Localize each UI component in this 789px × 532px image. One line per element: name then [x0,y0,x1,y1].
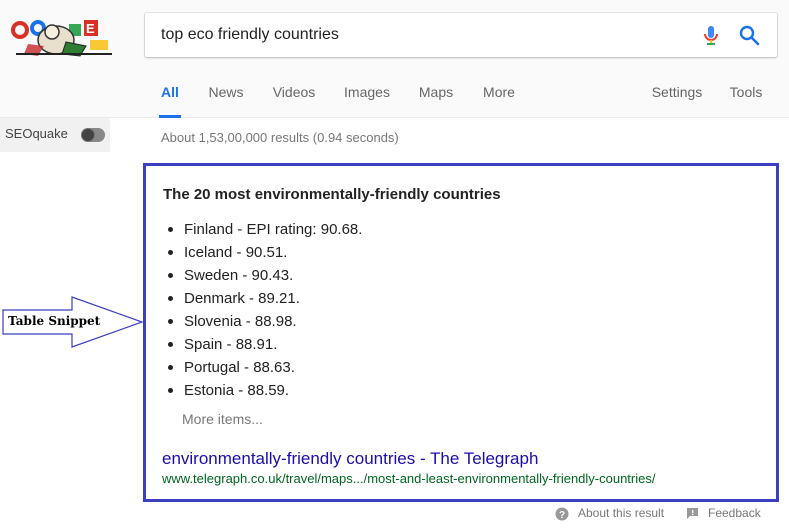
list-item: Estonia - 88.59. [166,379,362,402]
search-icon[interactable] [737,23,761,47]
search-input[interactable]: top eco friendly countries [161,26,339,43]
seoquake-panel: SEOquake [0,118,110,152]
about-result-link[interactable]: About this result [578,506,665,520]
help-icon[interactable]: ? [555,507,569,521]
header: E top eco friendly countries All [0,0,789,118]
list-item: Finland - EPI rating: 90.68. [166,218,362,241]
tab-more[interactable]: More [483,84,515,100]
snippet-title: The 20 most environmentally-friendly cou… [163,186,501,203]
list-item: Slovenia - 88.98. [166,310,362,333]
list-item: Portugal - 88.63. [166,356,362,379]
seoquake-toggle[interactable] [81,128,105,142]
feedback-icon[interactable] [686,507,699,519]
microphone-icon[interactable] [699,23,723,47]
tab-news[interactable]: News [208,84,244,100]
list-item: Sweden - 90.43. [166,264,362,287]
result-title-link[interactable]: environmentally-friendly countries - The… [162,449,539,468]
tab-videos[interactable]: Videos [272,84,316,100]
list-item: Denmark - 89.21. [166,287,362,310]
svg-text:E: E [86,21,95,36]
seoquake-label: SEOquake [5,126,68,141]
search-tabs: All News Videos Images Maps More Setting… [0,74,789,118]
search-box[interactable]: top eco friendly countries [145,13,777,57]
featured-snippet: The 20 most environmentally-friendly cou… [143,163,779,502]
annotation-label: Table Snippet [8,314,101,328]
list-item: Iceland - 90.51. [166,241,362,264]
feedback-link[interactable]: Feedback [708,506,761,520]
result-stats: About 1,53,00,000 results (0.94 seconds) [161,130,399,145]
snippet-list: Finland - EPI rating: 90.68. Iceland - 9… [166,218,362,402]
google-doodle-logo[interactable]: E [8,10,120,60]
tab-images[interactable]: Images [344,84,390,100]
annotation-arrow-icon [2,296,144,348]
list-item: Spain - 88.91. [166,333,362,356]
tab-all[interactable]: All [159,74,181,118]
tab-tools[interactable]: Tools [729,84,763,100]
tab-settings[interactable]: Settings [651,84,703,100]
result-url: www.telegraph.co.uk/travel/maps.../most-… [162,471,656,486]
svg-text:?: ? [559,510,565,521]
more-items-link[interactable]: More items... [182,411,263,427]
tab-maps[interactable]: Maps [418,84,454,100]
